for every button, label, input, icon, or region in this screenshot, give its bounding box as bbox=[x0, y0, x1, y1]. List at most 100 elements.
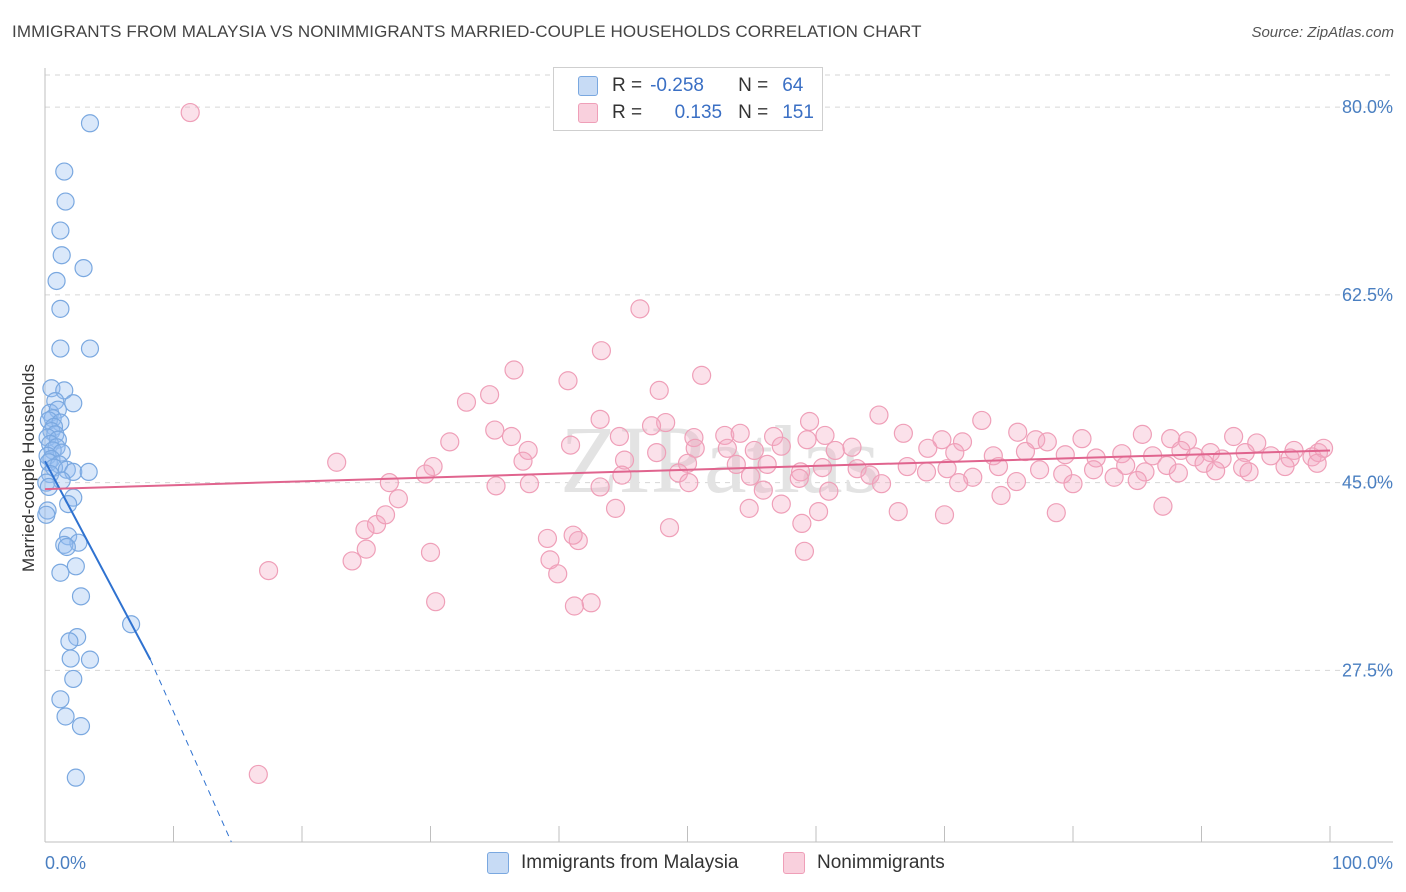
data-point-nonimmigrants bbox=[581, 593, 601, 613]
data-point-immigrants bbox=[52, 443, 71, 462]
legend-label-immigrants: Immigrants from Malaysia bbox=[521, 852, 739, 873]
data-point-nonimmigrants bbox=[812, 458, 833, 478]
legend-swatch-blue bbox=[578, 76, 598, 96]
legend-n-label: N = bbox=[738, 75, 769, 96]
data-point-immigrants bbox=[51, 299, 70, 318]
data-point-nonimmigrants bbox=[792, 513, 812, 534]
data-point-immigrants bbox=[56, 707, 75, 726]
data-point-nonimmigrants bbox=[952, 432, 973, 452]
series-nonimmigrants bbox=[180, 102, 1334, 785]
data-point-immigrants bbox=[66, 768, 85, 787]
data-point-nonimmigrants bbox=[808, 502, 829, 522]
data-point-nonimmigrants bbox=[568, 530, 588, 551]
data-point-nonimmigrants bbox=[605, 498, 626, 518]
data-point-immigrants bbox=[64, 394, 83, 413]
data-point-nonimmigrants bbox=[630, 299, 650, 319]
data-point-immigrants bbox=[80, 114, 100, 133]
source-label: Source: ZipAtlas.com bbox=[1251, 24, 1394, 41]
data-point-nonimmigrants bbox=[934, 505, 955, 525]
trend-line-immigrants-extension bbox=[149, 659, 232, 843]
data-point-nonimmigrants bbox=[949, 473, 969, 493]
data-point-nonimmigrants bbox=[825, 440, 845, 461]
legend-label-nonimmigrants: Nonimmigrants bbox=[817, 852, 945, 873]
data-point-nonimmigrants bbox=[753, 480, 773, 500]
data-point-nonimmigrants bbox=[180, 102, 200, 123]
data-point-nonimmigrants bbox=[797, 430, 817, 450]
data-point-immigrants bbox=[74, 258, 93, 278]
data-point-immigrants bbox=[51, 221, 70, 240]
data-point-nonimmigrants bbox=[518, 440, 538, 461]
data-point-nonimmigrants bbox=[656, 412, 676, 433]
y-tick-label: 62.5% bbox=[1342, 285, 1393, 305]
data-point-immigrants bbox=[55, 535, 74, 554]
data-point-nonimmigrants bbox=[537, 528, 558, 549]
data-point-immigrants bbox=[51, 563, 70, 582]
data-point-nonimmigrants bbox=[456, 392, 477, 412]
y-tick-label: 45.0% bbox=[1342, 473, 1393, 493]
x-tick-label: 100.0% bbox=[1332, 853, 1393, 873]
data-point-nonimmigrants bbox=[1104, 467, 1124, 487]
data-point-nonimmigrants bbox=[327, 452, 347, 472]
data-point-nonimmigrants bbox=[590, 477, 610, 497]
data-point-nonimmigrants bbox=[591, 341, 612, 361]
data-point-nonimmigrants bbox=[480, 385, 500, 405]
data-point-nonimmigrants bbox=[757, 454, 777, 474]
y-tick-labels: 27.5% 45.0% 62.5% 80.0% bbox=[1342, 97, 1393, 680]
data-point-nonimmigrants bbox=[388, 489, 408, 509]
data-point-nonimmigrants bbox=[991, 485, 1011, 506]
legend-r-label: R = bbox=[612, 75, 643, 96]
data-point-nonimmigrants bbox=[771, 494, 791, 514]
data-point-immigrants bbox=[80, 650, 100, 669]
data-point-nonimmigrants bbox=[1037, 432, 1057, 452]
data-point-nonimmigrants bbox=[564, 596, 585, 616]
legend-item-nonimmigrants: Nonimmigrants bbox=[783, 852, 945, 874]
data-point-nonimmigrants bbox=[893, 423, 913, 443]
data-point-nonimmigrants bbox=[932, 430, 952, 450]
data-point-nonimmigrants bbox=[647, 443, 667, 463]
data-point-nonimmigrants bbox=[692, 365, 712, 385]
data-point-immigrants bbox=[56, 192, 75, 211]
data-point-nonimmigrants bbox=[560, 435, 581, 455]
data-point-immigrants bbox=[51, 339, 70, 358]
data-point-nonimmigrants bbox=[918, 438, 938, 458]
data-point-nonimmigrants bbox=[869, 405, 889, 425]
data-point-nonimmigrants bbox=[963, 467, 983, 487]
data-point-nonimmigrants bbox=[1206, 461, 1226, 481]
data-point-nonimmigrants bbox=[1055, 445, 1075, 465]
data-point-nonimmigrants bbox=[659, 518, 680, 538]
data-point-nonimmigrants bbox=[612, 465, 632, 485]
data-point-nonimmigrants bbox=[355, 520, 375, 540]
data-point-nonimmigrants bbox=[485, 420, 505, 440]
data-point-nonimmigrants bbox=[609, 426, 629, 447]
legend-item-immigrants: Immigrants from Malaysia bbox=[487, 852, 739, 874]
data-point-immigrants bbox=[52, 246, 71, 265]
data-point-immigrants bbox=[79, 462, 98, 482]
legend-row-immigrants: R = -0.258 N = 64 bbox=[578, 73, 803, 99]
legend-r-value: -0.258 bbox=[650, 75, 704, 96]
legend-swatch-pink bbox=[578, 103, 598, 123]
data-point-nonimmigrants bbox=[744, 440, 764, 461]
data-point-nonimmigrants bbox=[842, 437, 862, 457]
data-point-immigrants bbox=[39, 477, 58, 497]
data-point-nonimmigrants bbox=[815, 425, 835, 446]
data-point-immigrants bbox=[71, 717, 91, 736]
data-point-nonimmigrants bbox=[501, 426, 522, 447]
trend-line-nonimmigrants bbox=[44, 449, 1331, 491]
data-point-immigrants bbox=[37, 505, 56, 524]
data-point-nonimmigrants bbox=[916, 462, 937, 482]
data-point-nonimmigrants bbox=[558, 371, 578, 391]
data-point-immigrants bbox=[71, 587, 91, 606]
data-point-nonimmigrants bbox=[668, 463, 689, 483]
data-point-nonimmigrants bbox=[1083, 460, 1104, 480]
data-point-immigrants bbox=[60, 632, 79, 651]
data-point-immigrants bbox=[80, 339, 100, 358]
data-point-nonimmigrants bbox=[415, 464, 435, 484]
data-point-nonimmigrants bbox=[1015, 441, 1036, 462]
data-point-nonimmigrants bbox=[771, 436, 791, 456]
data-point-nonimmigrants bbox=[379, 473, 399, 493]
data-point-nonimmigrants bbox=[649, 380, 669, 400]
data-point-immigrants bbox=[66, 557, 85, 576]
data-point-immigrants bbox=[61, 649, 80, 668]
data-point-nonimmigrants bbox=[614, 450, 635, 470]
legend-n-label: N = bbox=[738, 102, 769, 123]
